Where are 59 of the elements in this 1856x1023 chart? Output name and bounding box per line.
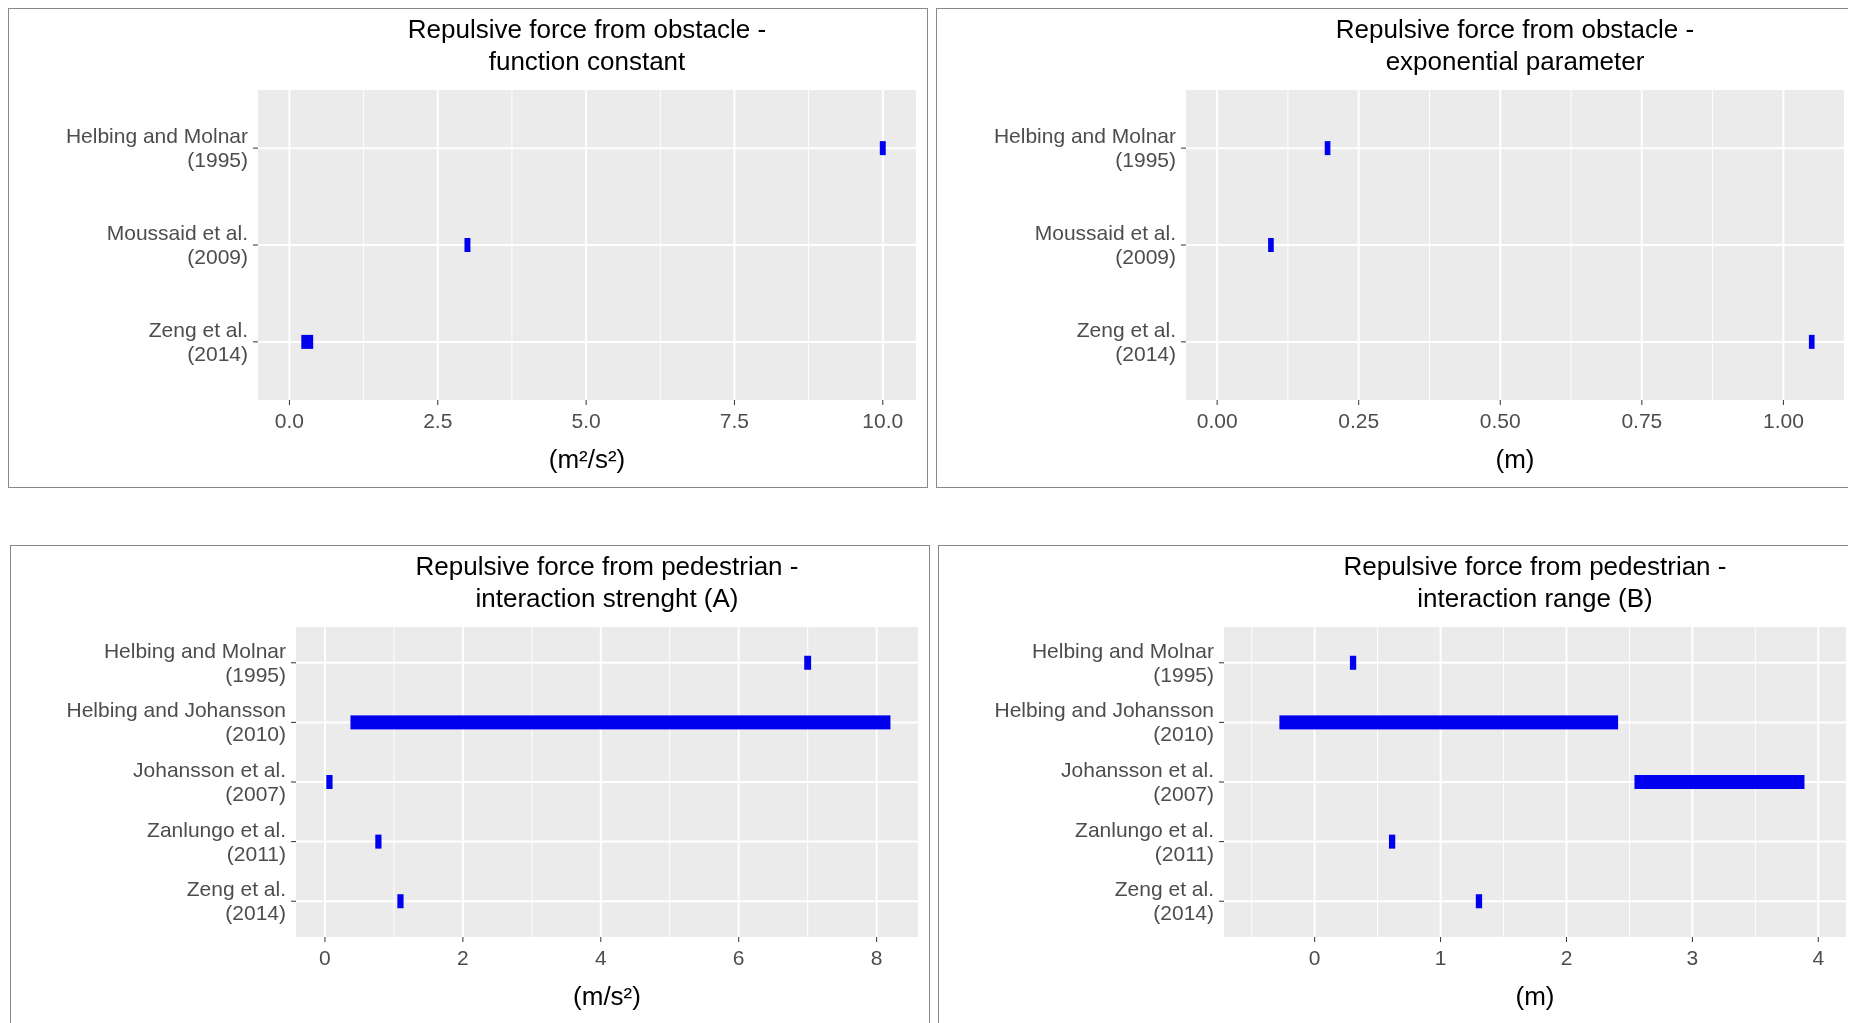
y-tick-label: Helbing and Molnar (1995) — [103, 638, 287, 686]
y-tick-label: Johansson et al. (2007) — [1061, 758, 1214, 805]
y-tick-label: Helbing and Johansson (2010) — [994, 698, 1214, 746]
y-tick-label: Moussaid et al. (2009) — [1034, 221, 1176, 268]
y-tick-label: Zeng et al. (2014) — [1114, 877, 1214, 925]
chart-title: Repulsive force from pedestrian - interaction range (B) — [1343, 551, 1727, 613]
x-tick-label: 0.0 — [274, 409, 305, 432]
x-tick-label: 1 — [1434, 946, 1447, 969]
bar — [326, 775, 333, 789]
bar — [804, 655, 812, 670]
bar — [397, 894, 404, 909]
x-axis-title: (m/s²) — [573, 981, 641, 1011]
x-tick-label: 0 — [319, 946, 331, 969]
x-tick-label: 0.00 — [1196, 409, 1238, 432]
x-tick-label: 4 — [594, 946, 607, 969]
y-tick-label: Helbing and Johansson (2010) — [66, 698, 286, 746]
x-tick-label: 5.0 — [571, 409, 601, 432]
x-tick-label: 0.75 — [1621, 409, 1663, 432]
bar — [1388, 834, 1396, 849]
y-tick-label: Zeng et al. (2014) — [148, 317, 248, 365]
bar — [1808, 334, 1815, 349]
y-tick-label: Helbing and Molnar (1995) — [993, 124, 1177, 172]
bar — [301, 334, 314, 349]
y-tick-label: Moussaid et al. (2009) — [106, 221, 248, 268]
bar — [1268, 238, 1274, 252]
x-axis-title: (m) — [1515, 981, 1555, 1011]
y-tick-label: Zanlungo et al. (2011) — [147, 817, 286, 865]
y-tick-label: Helbing and Molnar (1995) — [65, 124, 249, 172]
chart-title: Repulsive force from pedestrian - interaction strenght (A) — [415, 551, 799, 613]
x-axis-title: (m) — [1495, 444, 1535, 474]
chart-title: Repulsive force from obstacle - exponential parameter — [1335, 14, 1695, 76]
chart-title: Repulsive force from obstacle - function constant — [407, 14, 767, 76]
x-tick-label: 0 — [1308, 946, 1321, 969]
x-tick-label: 3 — [1686, 946, 1699, 969]
x-tick-label: 0.50 — [1479, 409, 1521, 432]
y-tick-label: Johansson et al. (2007) — [133, 758, 286, 805]
bar — [1279, 715, 1619, 730]
bar — [375, 834, 382, 849]
x-tick-label: 2 — [457, 946, 469, 969]
bar — [1634, 775, 1805, 789]
x-tick-label: 2.5 — [423, 409, 453, 432]
y-tick-label: Zeng et al. (2014) — [1076, 317, 1176, 365]
x-tick-label: 10.0 — [862, 409, 904, 432]
y-tick-label: Zeng et al. (2014) — [186, 877, 286, 925]
x-tick-label: 2 — [1560, 946, 1573, 969]
x-tick-label: 7.5 — [719, 409, 750, 432]
x-tick-label: 4 — [1812, 946, 1825, 969]
x-tick-label: 6 — [732, 946, 745, 969]
y-tick-label: Helbing and Molnar (1995) — [1031, 638, 1215, 686]
bar — [464, 238, 471, 252]
bar — [350, 715, 891, 730]
bar — [1475, 894, 1483, 909]
x-tick-label: 1.00 — [1762, 409, 1804, 432]
bar — [879, 141, 886, 156]
x-axis-title: (m²/s²) — [548, 444, 626, 474]
x-tick-label: 0.25 — [1338, 409, 1380, 432]
y-tick-label: Zanlungo et al. (2011) — [1075, 817, 1214, 865]
bar — [1349, 655, 1357, 670]
x-tick-label: 8 — [870, 946, 883, 969]
